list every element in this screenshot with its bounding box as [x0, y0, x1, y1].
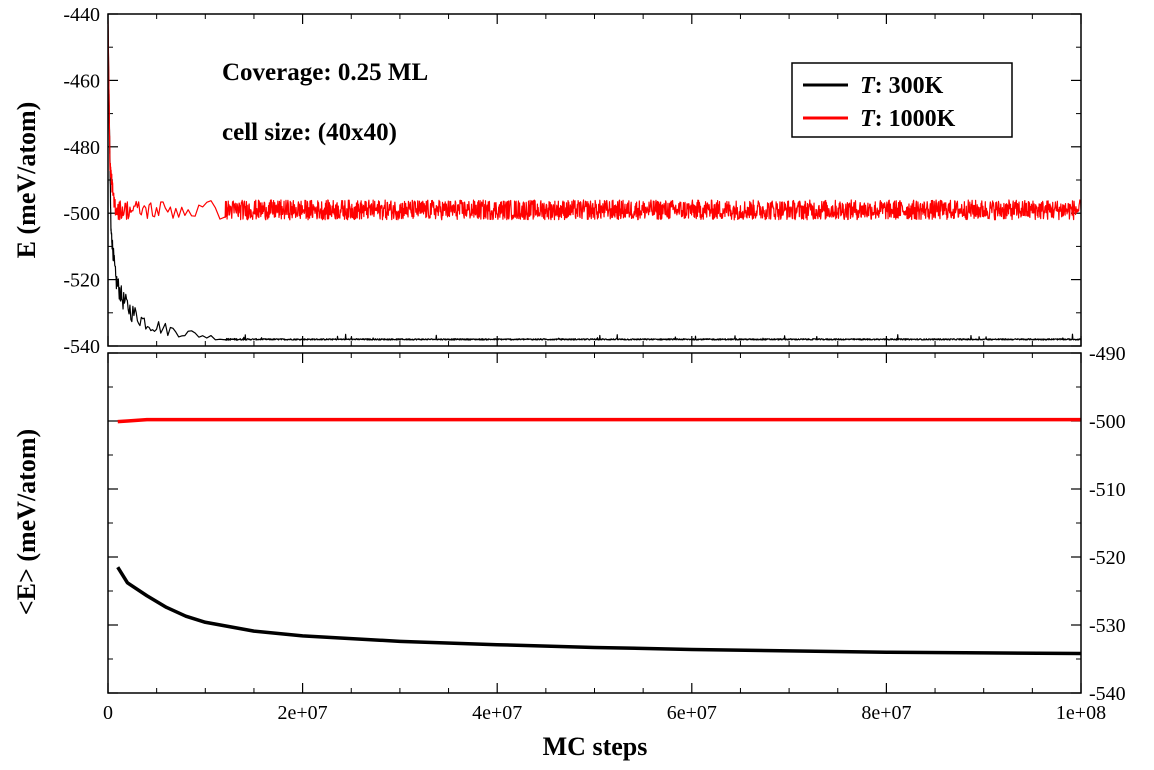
- legend-box: [791, 62, 1013, 138]
- top-ytick-label-3: -480: [63, 137, 100, 159]
- bottom-plot-area: [108, 353, 1081, 693]
- bottom-ytick-label-3: -510: [1089, 479, 1126, 501]
- xtick-label-3: 6e+07: [667, 702, 717, 724]
- top-panel: -540 -520 -500 -480 -460 -440 E (meV/atom) Co…: [12, 4, 1082, 358]
- legend-entry-1000k-suffix: : 1000K: [875, 106, 956, 132]
- top-ytick-label-2: -500: [63, 203, 100, 225]
- top-ytick-label-0: -540: [63, 336, 100, 358]
- bottom-ytick-label-0: -540: [1089, 683, 1126, 705]
- xtick-label-0: 0: [103, 702, 113, 724]
- bottom-series-1000k-line: [117, 417, 1081, 424]
- legend-entry-300k-prefix: T: [860, 73, 876, 99]
- top-ytick-label-1: -520: [63, 270, 100, 292]
- bottom-ytick-label-2: -520: [1089, 547, 1126, 569]
- legend: T: 300K T: 1000K: [791, 62, 1013, 138]
- bottom-panel: -540 -530 -520 -510 -500 -490 0 2e+07 4e+07 6e+0…: [12, 343, 1126, 761]
- bottom-plot-frame: [107, 352, 1082, 694]
- legend-entry-300k: T: 300K: [860, 73, 944, 99]
- legend-entry-300k-suffix: : 300K: [875, 73, 944, 99]
- bottom-ytick-label-5: -490: [1089, 343, 1126, 365]
- bottom-ytick-label-1: -530: [1089, 615, 1126, 637]
- bottom-series-300k-line: [116, 566, 1081, 656]
- xtick-label-1: 2e+07: [278, 702, 328, 724]
- top-plot-frame: [107, 13, 1082, 347]
- cell-size-annotation: cell size: (40x40): [222, 119, 397, 146]
- top-series-300k-line: [108, 23, 1081, 341]
- xtick-label-5: 1e+08: [1056, 702, 1106, 724]
- top-series-1000k-line: [108, 20, 1081, 221]
- xtick-label-4: 8e+07: [861, 702, 911, 724]
- bottom-y-axis-title: <E> (meV/atom): [12, 429, 41, 615]
- legend-entry-1000k-prefix: T: [860, 106, 876, 132]
- xtick-label-2: 4e+07: [472, 702, 522, 724]
- top-ytick-label-4: -460: [63, 70, 100, 92]
- coverage-annotation: Coverage: 0.25 ML: [222, 59, 428, 86]
- x-axis-title: MC steps: [543, 732, 648, 761]
- bottom-ytick-label-4: -500: [1089, 411, 1126, 433]
- legend-entry-1000k: T: 1000K: [860, 106, 956, 132]
- top-ytick-label-5: -440: [63, 4, 100, 26]
- top-y-axis-title: E (meV/atom): [12, 102, 41, 259]
